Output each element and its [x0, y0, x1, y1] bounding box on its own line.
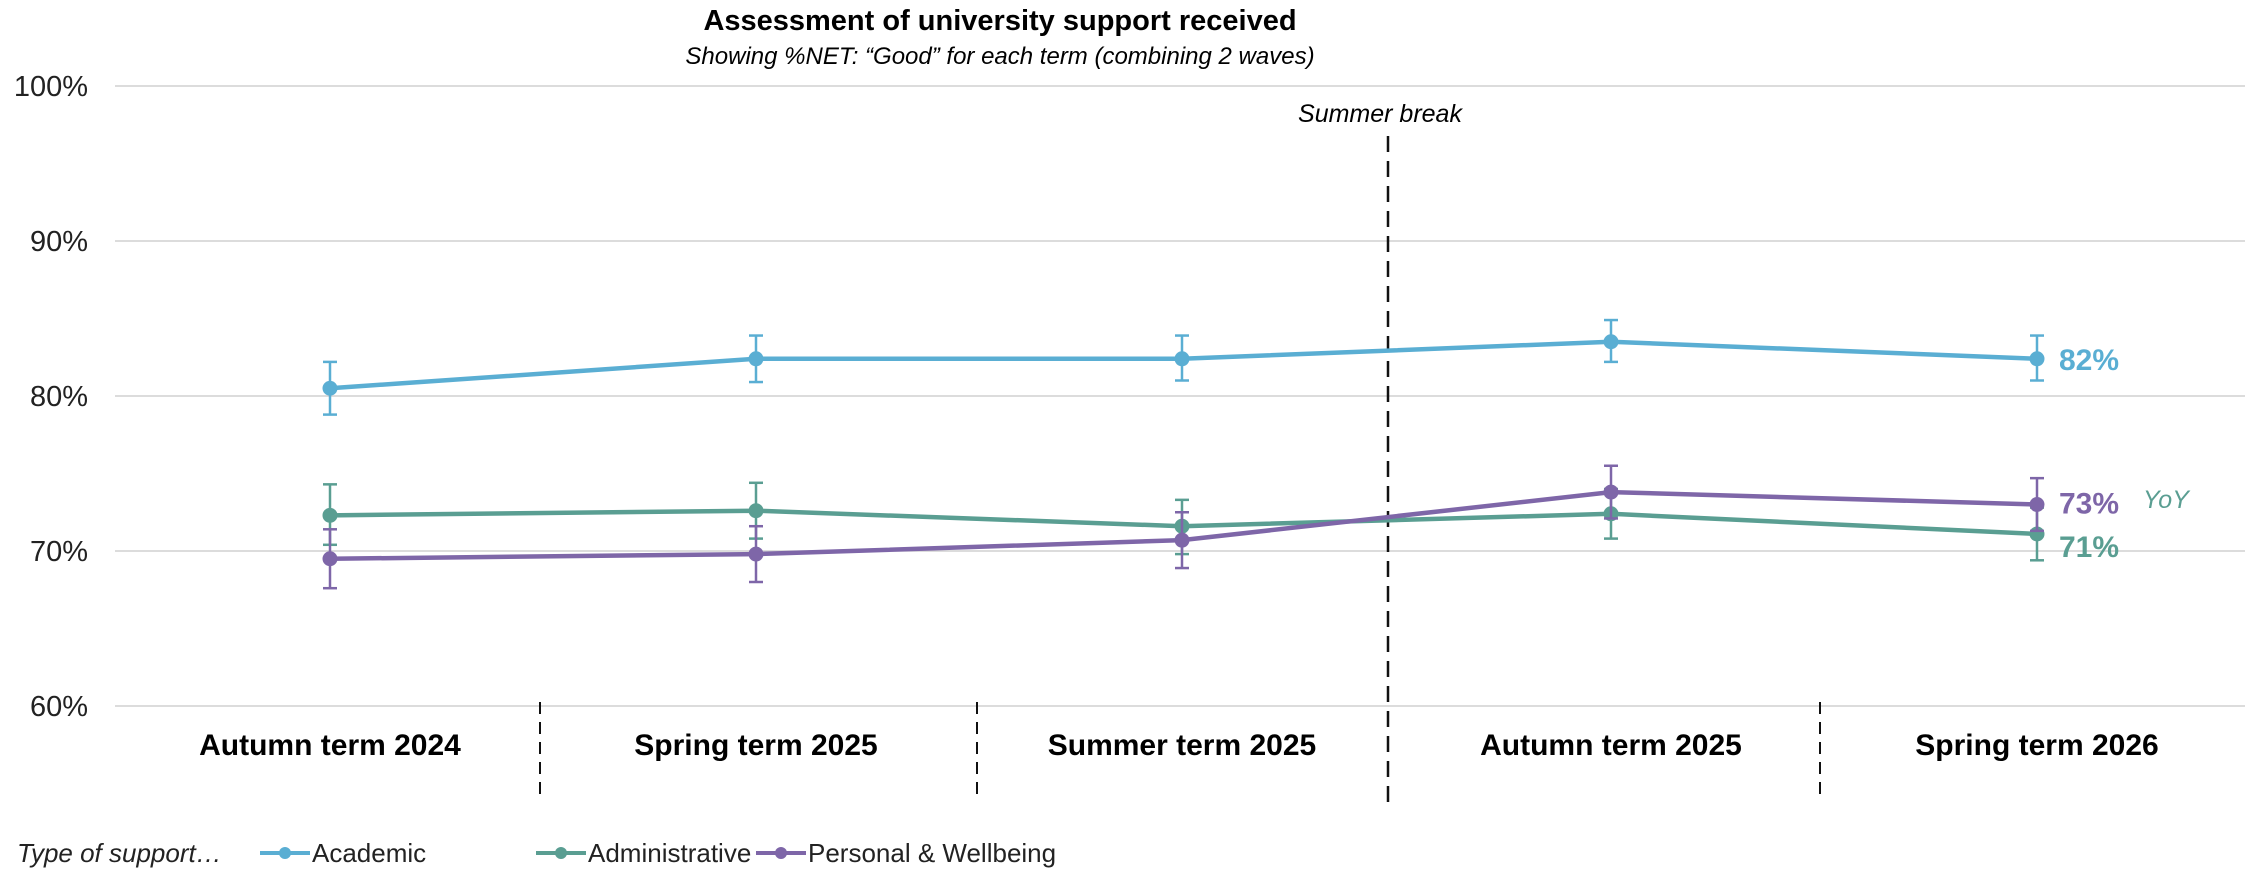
legend-label: Personal & Wellbeing: [808, 838, 1056, 868]
series-personal-wellbeing: [322, 464, 2045, 590]
end-labels: 82% 71% 73%: [2059, 344, 2119, 564]
legend-item-administrative: Administrative: [536, 838, 751, 868]
yoy-label: YoY: [2143, 486, 2191, 514]
data-point: [322, 380, 338, 396]
data-point: [322, 551, 338, 567]
data-point: [748, 546, 764, 562]
legend-swatch-dot: [555, 847, 567, 859]
x-category-label: Spring term 2025: [634, 729, 877, 762]
series-academic: [322, 318, 2045, 416]
end-label: 73%: [2059, 488, 2119, 521]
legend-label: Academic: [312, 838, 426, 868]
series-layer: [322, 318, 2045, 590]
end-label: 82%: [2059, 344, 2119, 377]
legend-swatch-dot: [279, 847, 291, 859]
legend-item-personal-wellbeing: Personal & Wellbeing: [756, 838, 1056, 868]
y-axis-ticks: 60% 70% 80% 90% 100%: [14, 71, 88, 723]
data-point: [1603, 484, 1619, 500]
chart-title: Assessment of university support receive…: [703, 5, 1296, 37]
gridlines: [115, 85, 2245, 707]
y-tick-label: 100%: [14, 71, 88, 103]
legend-items: Academic Administrative Personal & Wellbei…: [260, 838, 1056, 868]
x-axis-categories: Autumn term 2024 Spring term 2025 Summer t…: [199, 729, 2159, 762]
term-separators: [539, 702, 1821, 800]
y-tick-label: 70%: [30, 536, 88, 568]
x-category-label: Autumn term 2024: [199, 729, 461, 762]
x-category-label: Autumn term 2025: [1480, 729, 1742, 762]
x-category-label: Spring term 2026: [1915, 729, 2158, 762]
y-tick-label: 60%: [30, 691, 88, 723]
data-point: [748, 351, 764, 367]
legend: Type of support… Academic Administrative P…: [17, 838, 1056, 868]
end-label: 71%: [2059, 531, 2119, 564]
legend-item-academic: Academic: [260, 838, 426, 868]
y-tick-label: 80%: [30, 381, 88, 413]
data-point: [2029, 497, 2045, 512]
x-category-label: Summer term 2025: [1048, 729, 1316, 762]
summer-break-label: Summer break: [1298, 100, 1463, 128]
legend-title: Type of support…: [17, 838, 222, 868]
data-point: [2029, 351, 2045, 367]
data-point: [748, 503, 764, 519]
data-point: [1603, 334, 1619, 350]
data-point: [1174, 532, 1190, 548]
chart-subtitle: Showing %NET: “Good” for each term (comb…: [685, 43, 1314, 70]
legend-label: Administrative: [588, 838, 751, 868]
legend-swatch-dot: [775, 847, 787, 859]
y-tick-label: 90%: [30, 226, 88, 258]
data-point: [322, 507, 338, 523]
series-administrative: [322, 481, 2045, 562]
data-point: [1174, 351, 1190, 367]
